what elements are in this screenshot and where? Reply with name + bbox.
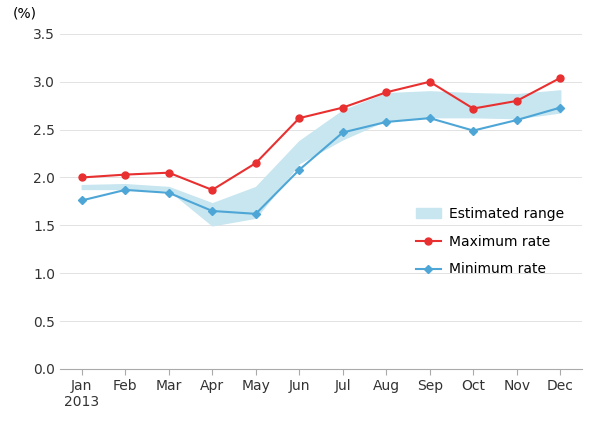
Text: (%): (%) bbox=[13, 6, 37, 20]
Legend: Estimated range, Maximum rate, Minimum rate: Estimated range, Maximum rate, Minimum r… bbox=[410, 201, 570, 282]
